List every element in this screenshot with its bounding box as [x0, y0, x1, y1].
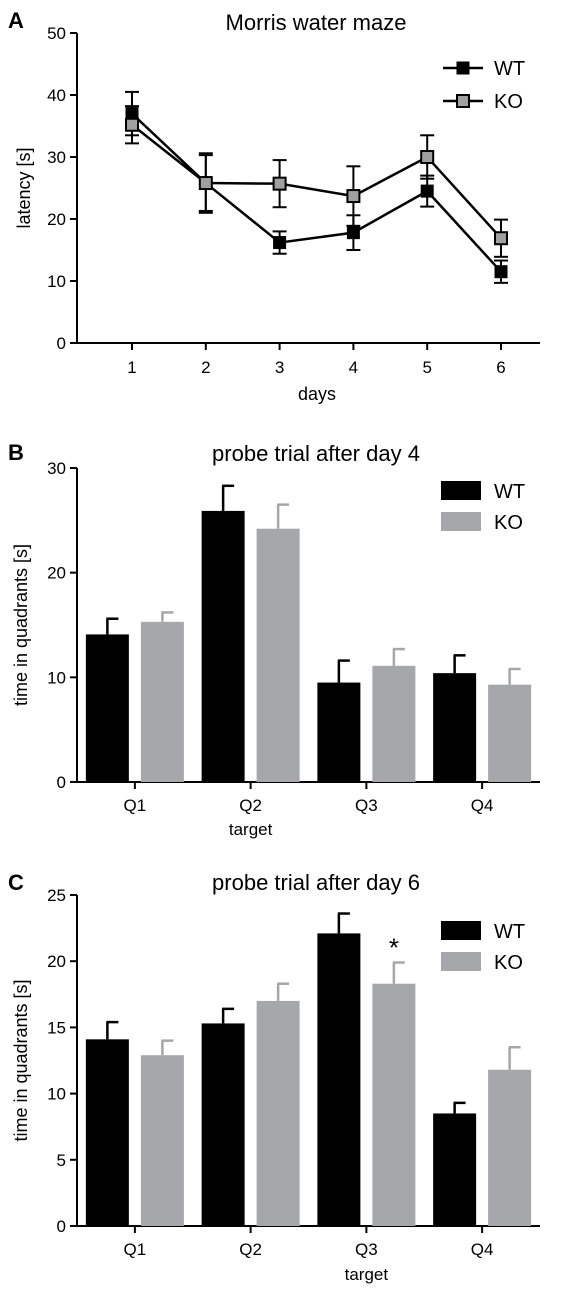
x-tick-label: Q1: [124, 1240, 147, 1259]
legend-swatch-wt: [441, 481, 481, 500]
x-tick-label: Q1: [124, 796, 147, 815]
x-tick-label: 6: [496, 358, 505, 377]
bar-ko-q1: [140, 621, 184, 782]
legend-marker-wt: [456, 61, 470, 75]
y-tick-label: 50: [47, 24, 66, 43]
y-tick-label: 10: [47, 668, 66, 687]
y-tick-label: 0: [57, 334, 66, 353]
y-axis-label: time in quadrants [s]: [11, 544, 31, 706]
x-tick-sublabel: target: [229, 820, 273, 839]
x-tick-label: Q4: [471, 1240, 494, 1259]
bar-wt-q4: [433, 1113, 477, 1226]
x-tick-label: Q2: [239, 1240, 262, 1259]
legend-label-wt: WT: [494, 921, 525, 943]
bar-wt-q2: [201, 1023, 245, 1226]
significance-annotation: *: [389, 933, 399, 963]
y-axis-label: time in quadrants [s]: [11, 979, 31, 1141]
marker-wt: [346, 226, 360, 240]
chart-title: probe trial after day 4: [212, 441, 420, 466]
y-tick-label: 10: [47, 1085, 66, 1104]
x-tick-label: 3: [275, 358, 284, 377]
legend-swatch-ko: [441, 952, 481, 971]
bar-ko-q2: [256, 528, 300, 782]
x-tick-label: Q3: [355, 1240, 378, 1259]
y-tick-label: 20: [47, 952, 66, 971]
y-tick-label: 30: [47, 148, 66, 167]
legend-label-ko: KO: [494, 91, 523, 113]
panel-letter: A: [8, 8, 24, 33]
y-tick-label: 20: [47, 210, 66, 229]
bar-ko-q4: [488, 684, 532, 782]
x-tick-label: Q4: [471, 796, 494, 815]
chart-title: Morris water maze: [226, 10, 407, 35]
bar-ko-q1: [140, 1055, 184, 1226]
marker-ko: [420, 150, 435, 164]
y-tick-label: 25: [47, 886, 66, 905]
y-tick-label: 10: [47, 272, 66, 291]
y-tick-label: 30: [47, 459, 66, 478]
x-tick-label: 1: [127, 358, 136, 377]
bar-wt-q3: [317, 933, 361, 1226]
y-tick-label: 0: [57, 773, 66, 792]
bar-wt-q1: [85, 634, 129, 782]
series-line-ko: [131, 123, 502, 240]
x-axis-label: days: [298, 384, 336, 404]
panel-a-line-chart: A Morris water maze 0 10 20 30 40 50 1 2 3 4 5 6 days l…: [0, 0, 565, 420]
marker-wt: [273, 236, 287, 250]
x-tick-sublabel: target: [345, 1265, 389, 1284]
x-tick-label: 2: [201, 358, 210, 377]
x-tick-label: Q2: [239, 796, 262, 815]
marker-wt: [420, 184, 434, 198]
panel-letter: C: [8, 870, 24, 895]
y-axis-label: latency [s]: [14, 147, 34, 228]
y-tick-label: 5: [57, 1151, 66, 1170]
series-line-wt: [131, 112, 502, 273]
marker-ko: [125, 117, 139, 132]
bar-wt-q2: [201, 510, 245, 782]
panel-letter: B: [8, 440, 24, 465]
marker-ko: [494, 231, 508, 246]
bar-ko-q4: [488, 1069, 532, 1226]
y-tick-label: 15: [47, 1018, 66, 1037]
x-tick-label: Q3: [355, 796, 378, 815]
marker-ko: [272, 176, 287, 191]
x-tick-label: 5: [422, 358, 431, 377]
bar-ko-q3: [372, 983, 416, 1226]
legend-swatch-ko: [441, 512, 481, 531]
legend-label-ko: KO: [494, 512, 523, 534]
bar-ko-q2: [256, 1000, 300, 1226]
marker-wt: [494, 265, 508, 279]
chart-title: probe trial after day 6: [212, 870, 420, 895]
legend-swatch-wt: [441, 921, 481, 940]
y-tick-label: 20: [47, 564, 66, 583]
x-tick-label: 4: [349, 358, 358, 377]
legend-marker-ko: [456, 94, 470, 108]
bar-ko-q3: [372, 665, 416, 782]
legend-label-wt: WT: [494, 58, 525, 80]
marker-ko: [198, 176, 213, 191]
bar-wt-q4: [433, 673, 477, 782]
y-tick-label: 0: [57, 1217, 66, 1236]
legend-label-ko: KO: [494, 952, 523, 974]
marker-ko: [346, 189, 361, 204]
legend-label-wt: WT: [494, 481, 525, 503]
y-tick-label: 40: [47, 86, 66, 105]
bar-wt-q1: [85, 1039, 129, 1226]
chart-a-svg: A Morris water maze 0 10 20 30 40 50 1 2 3 4 5 6 days l…: [8, 8, 540, 404]
bar-wt-q3: [317, 682, 361, 782]
